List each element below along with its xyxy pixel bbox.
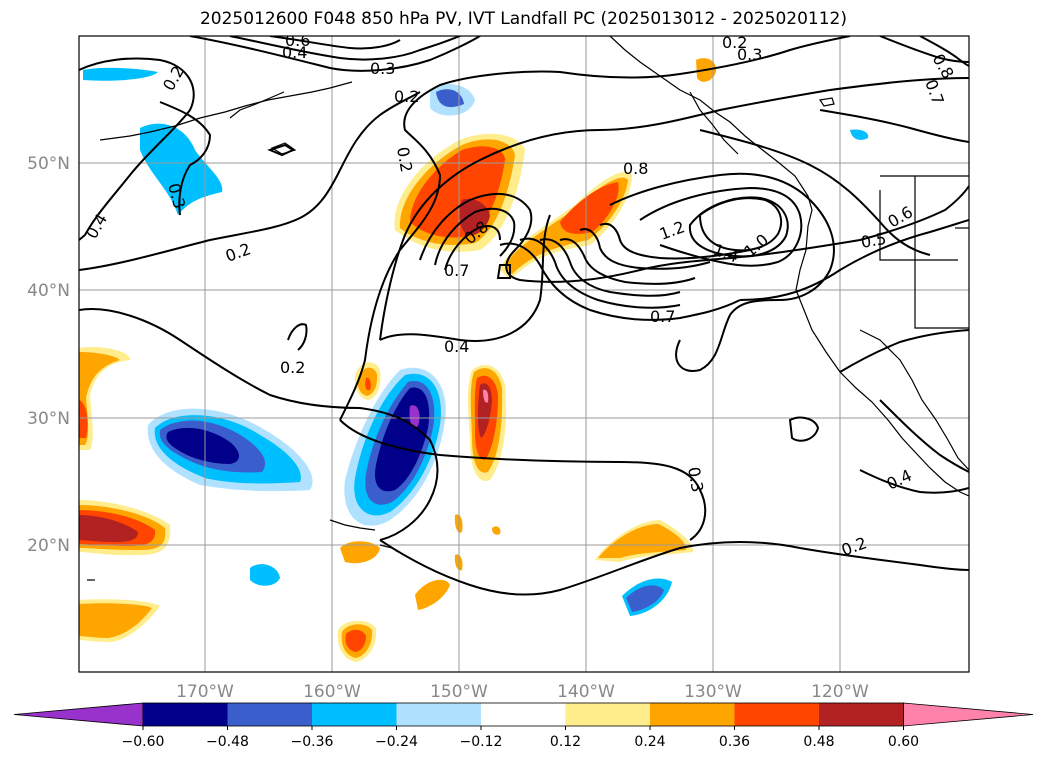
svg-text:0.6: 0.6 <box>885 202 917 231</box>
colorbar-segment <box>481 703 566 726</box>
svg-text:0.2: 0.2 <box>394 87 419 106</box>
svg-text:0.5: 0.5 <box>859 229 887 252</box>
svg-text:0.7: 0.7 <box>650 307 675 326</box>
colorbar-extend-low <box>13 702 144 727</box>
colorbar-tick-label: 0.12 <box>550 734 581 750</box>
svg-text:0.2: 0.2 <box>839 533 869 560</box>
colorbar-segment <box>734 703 820 726</box>
lat-label: 40°N <box>27 281 70 301</box>
lat-axis: 50°N 40°N 30°N 20°N <box>27 154 70 556</box>
colorbar-frame <box>142 702 904 727</box>
svg-text:0.2: 0.2 <box>159 62 188 94</box>
colorbar: −0.60 −0.48 −0.36 −0.24 −0.12 0.12 0.24 0.36 0.4… <box>13 702 1034 750</box>
colorbar-tick-label: −0.12 <box>460 734 503 750</box>
colorbar-tick-label: 0.48 <box>803 734 834 750</box>
svg-text:0.3: 0.3 <box>737 45 762 64</box>
colorbar-segment <box>396 703 482 726</box>
svg-text:1.2: 1.2 <box>657 217 687 244</box>
lon-label: 140°W <box>557 682 615 702</box>
lat-label: 30°N <box>27 409 70 429</box>
svg-text:1.4: 1.4 <box>711 240 741 267</box>
colorbar-extend-high <box>903 702 1034 727</box>
colorbar-tick-label: −0.48 <box>206 734 249 750</box>
colorbar-tick-label: −0.60 <box>122 734 165 750</box>
svg-text:0.3: 0.3 <box>370 59 395 78</box>
svg-text:0.2: 0.2 <box>223 239 253 266</box>
svg-text:0.4: 0.4 <box>444 337 469 356</box>
map-frame <box>78 35 970 673</box>
colorbar-segment <box>312 703 397 726</box>
colorbar-tick-label: −0.24 <box>375 734 418 750</box>
map-title: 2025012600 F048 850 hPa PV, IVT Landfall… <box>199 9 847 29</box>
colorbar-segment <box>227 703 313 726</box>
colorbar-segment <box>143 703 228 726</box>
colorbar-tick-label: −0.36 <box>291 734 334 750</box>
colorbar-segment <box>650 703 735 726</box>
lon-label: 160°W <box>303 682 361 702</box>
pv-contours <box>79 36 969 596</box>
coastlines <box>87 36 969 581</box>
lat-label: 50°N <box>27 154 70 174</box>
svg-text:0.2: 0.2 <box>280 358 305 377</box>
graticule <box>79 36 969 672</box>
lon-label: 130°W <box>684 682 742 702</box>
colorbar-tick-label: 0.60 <box>888 734 919 750</box>
svg-text:0.2: 0.2 <box>393 145 416 173</box>
colorbar-segment <box>819 703 904 726</box>
svg-text:0.6: 0.6 <box>285 31 310 50</box>
lon-label: 170°W <box>176 682 234 702</box>
lat-label: 20°N <box>27 536 70 556</box>
svg-text:0.3: 0.3 <box>684 465 707 493</box>
ivt-shading <box>79 58 869 662</box>
svg-text:0.8: 0.8 <box>623 159 648 178</box>
colorbar-tick-label: 0.36 <box>719 734 750 750</box>
lon-axis: 170°W 160°W 150°W 140°W 130°W 120°W <box>176 682 869 702</box>
lon-label: 120°W <box>811 682 869 702</box>
colorbar-segment <box>565 703 651 726</box>
colorbar-tick-label: 0.24 <box>634 734 665 750</box>
svg-text:0.7: 0.7 <box>444 261 469 280</box>
svg-text:0.2: 0.2 <box>722 33 747 52</box>
svg-text:0.4: 0.4 <box>282 43 307 62</box>
svg-text:0.7: 0.7 <box>921 77 948 107</box>
map-plot-area: 0.2 0.4 0.6 0.3 0.2 0.2 0.3 0.4 0.2 0.2 … <box>79 31 969 672</box>
svg-text:0.4: 0.4 <box>82 210 111 242</box>
lon-label: 150°W <box>430 682 488 702</box>
